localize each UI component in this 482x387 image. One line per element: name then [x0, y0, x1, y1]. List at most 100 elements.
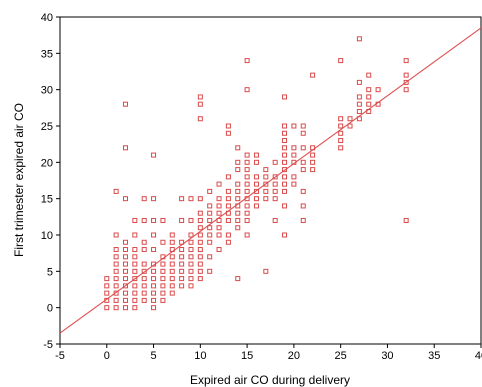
- data-point: [113, 268, 119, 274]
- data-point: [244, 58, 250, 64]
- data-point: [216, 247, 222, 253]
- data-point: [188, 247, 194, 253]
- data-point: [188, 276, 194, 282]
- data-point: [244, 152, 250, 158]
- data-point: [216, 217, 222, 223]
- x-tick-label: -5: [55, 350, 65, 362]
- data-point: [235, 196, 241, 202]
- data-point: [263, 268, 269, 274]
- data-point: [244, 181, 250, 187]
- data-point: [291, 152, 297, 158]
- data-point: [160, 297, 166, 303]
- data-point: [366, 101, 372, 107]
- data-point: [253, 203, 259, 209]
- data-point: [225, 196, 231, 202]
- data-point: [225, 123, 231, 129]
- data-point: [197, 276, 203, 282]
- data-point: [169, 268, 175, 274]
- x-axis-ticks: -5 0 5 10 15 20 25 30 35 40: [55, 344, 482, 362]
- data-point: [235, 210, 241, 216]
- data-point: [104, 290, 110, 296]
- data-point: [216, 181, 222, 187]
- data-point: [141, 196, 147, 202]
- data-point: [291, 145, 297, 151]
- y-tick-label: 15: [41, 194, 53, 206]
- data-point: [253, 174, 259, 180]
- data-point: [253, 188, 259, 194]
- data-point: [160, 276, 166, 282]
- data-point: [282, 159, 288, 165]
- data-point: [300, 167, 306, 173]
- data-point: [244, 196, 250, 202]
- data-point: [310, 159, 316, 165]
- data-point: [291, 123, 297, 129]
- data-point: [225, 130, 231, 136]
- data-point: [253, 159, 259, 165]
- data-point: [132, 297, 138, 303]
- data-point: [282, 145, 288, 151]
- data-point: [113, 283, 119, 289]
- data-point: [403, 58, 409, 64]
- data-point: [113, 232, 119, 238]
- data-point: [356, 94, 362, 100]
- data-point: [244, 217, 250, 223]
- data-point: [104, 297, 110, 303]
- data-point: [225, 239, 231, 245]
- data-point: [310, 152, 316, 158]
- data-point: [188, 196, 194, 202]
- data-point: [151, 297, 157, 303]
- data-point: [291, 174, 297, 180]
- data-point: [197, 232, 203, 238]
- data-point: [263, 196, 269, 202]
- data-point: [300, 203, 306, 209]
- data-point: [207, 217, 213, 223]
- data-point: [122, 283, 128, 289]
- data-point: [122, 268, 128, 274]
- data-point: [235, 167, 241, 173]
- data-point: [179, 247, 185, 253]
- data-point: [160, 283, 166, 289]
- data-point: [160, 261, 166, 267]
- data-point: [197, 239, 203, 245]
- data-point: [244, 203, 250, 209]
- data-point: [160, 290, 166, 296]
- data-point: [300, 159, 306, 165]
- data-point: [141, 247, 147, 253]
- data-point: [375, 87, 381, 93]
- data-point: [151, 217, 157, 223]
- data-point: [179, 261, 185, 267]
- data-point: [169, 247, 175, 253]
- data-point: [356, 116, 362, 122]
- data-point: [282, 94, 288, 100]
- data-point: [113, 254, 119, 260]
- data-point: [291, 159, 297, 165]
- data-point: [113, 247, 119, 253]
- y-tick-label: 25: [41, 121, 53, 133]
- data-point: [179, 196, 185, 202]
- data-point: [282, 181, 288, 187]
- data-point: [216, 232, 222, 238]
- data-point: [188, 283, 194, 289]
- data-point: [179, 283, 185, 289]
- data-point: [113, 188, 119, 194]
- data-point: [113, 276, 119, 282]
- data-point: [197, 101, 203, 107]
- data-point: [113, 305, 119, 311]
- data-point: [113, 261, 119, 267]
- data-point: [207, 239, 213, 245]
- data-point: [225, 188, 231, 194]
- data-point: [356, 79, 362, 85]
- data-point: [141, 283, 147, 289]
- data-point: [244, 210, 250, 216]
- data-point: [272, 181, 278, 187]
- data-point: [310, 145, 316, 151]
- data-point: [366, 87, 372, 93]
- y-tick-label: 30: [41, 85, 53, 97]
- data-point: [253, 152, 259, 158]
- data-point: [151, 305, 157, 311]
- y-tick-label: -5: [43, 339, 53, 351]
- data-point: [179, 276, 185, 282]
- x-tick-label: 15: [241, 350, 253, 362]
- data-point: [263, 188, 269, 194]
